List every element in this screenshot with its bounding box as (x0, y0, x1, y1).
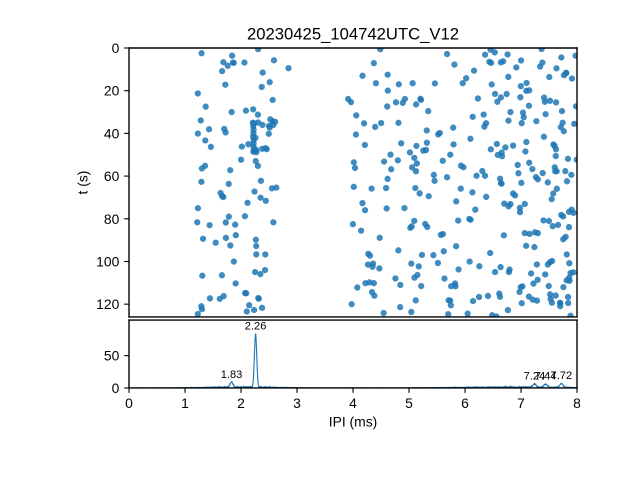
svg-text:1: 1 (181, 395, 189, 411)
svg-text:50: 50 (104, 348, 120, 364)
svg-text:5: 5 (405, 395, 413, 411)
svg-text:100: 100 (96, 254, 119, 270)
svg-text:t (s): t (s) (75, 171, 91, 195)
svg-text:7: 7 (517, 395, 525, 411)
svg-text:6: 6 (461, 395, 469, 411)
svg-text:IPI (ms): IPI (ms) (329, 413, 378, 429)
svg-text:120: 120 (96, 296, 119, 312)
svg-text:0: 0 (112, 40, 120, 56)
svg-text:60: 60 (104, 168, 120, 184)
svg-text:20230425_104742UTC_V12: 20230425_104742UTC_V12 (247, 25, 459, 44)
svg-text:20: 20 (104, 83, 120, 99)
svg-text:4: 4 (349, 395, 357, 411)
svg-text:1.83: 1.83 (221, 369, 243, 381)
svg-text:8: 8 (573, 395, 581, 411)
svg-text:2.26: 2.26 (245, 320, 267, 332)
svg-text:0: 0 (125, 395, 133, 411)
svg-text:3: 3 (293, 395, 301, 411)
svg-text:7.72: 7.72 (551, 370, 573, 382)
svg-text:80: 80 (104, 211, 120, 227)
svg-text:2: 2 (237, 395, 245, 411)
svg-text:40: 40 (104, 125, 120, 141)
svg-text:0: 0 (112, 380, 120, 396)
